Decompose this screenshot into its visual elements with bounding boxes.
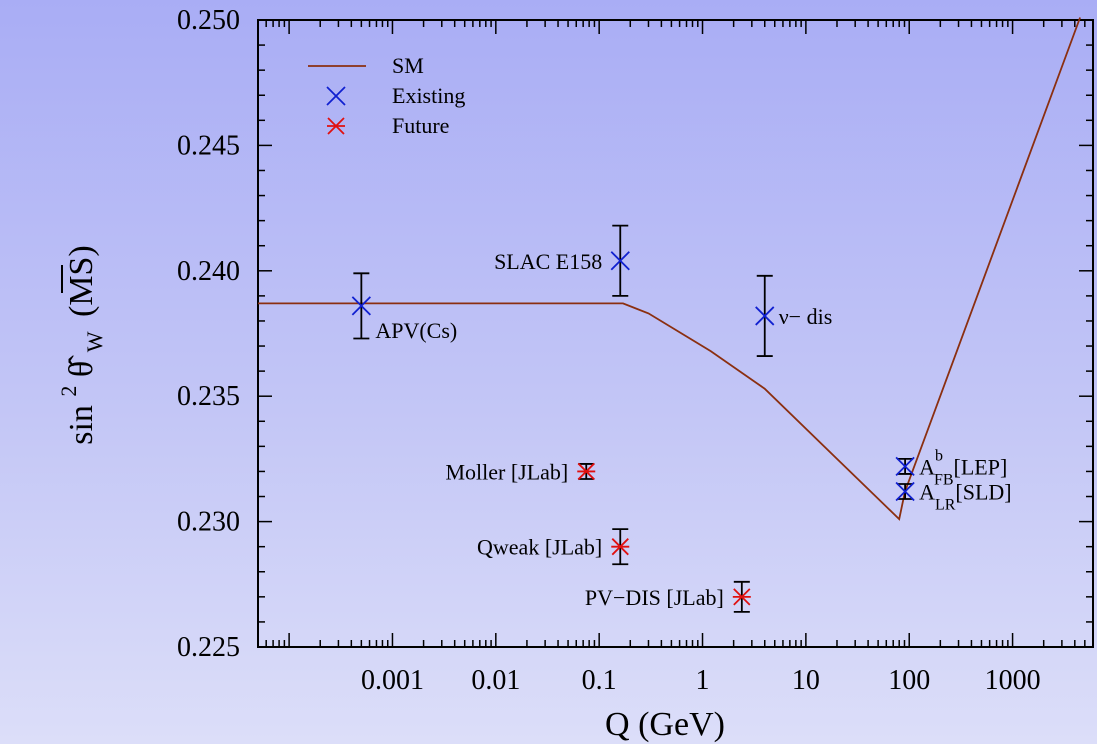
data-point <box>732 580 751 613</box>
point-label-main: A <box>919 480 935 505</box>
legend-label: Existing <box>392 83 465 108</box>
axis-titles: Q (GeV) sin 2 θ̂ W (MS) <box>47 245 725 743</box>
y-tick-label: 0.245 <box>177 130 240 161</box>
point-label: ALR[SLD] <box>919 480 1012 514</box>
x-tick-label: 10 <box>792 665 820 696</box>
point-label: ν− dis <box>779 304 833 329</box>
y-axis-title-scheme: (MS) <box>63 245 100 317</box>
point-label: APV(Cs) <box>375 318 457 343</box>
point-label-main: PV−DIS [JLab] <box>585 585 724 610</box>
y-axis-title: sin 2 θ̂ W (MS) <box>47 245 110 445</box>
marker-x <box>895 481 915 502</box>
x-tick-label: 1000 <box>985 665 1041 696</box>
y-axis-title-sub: W <box>82 331 107 352</box>
x-tick-label: 0.001 <box>361 665 424 696</box>
data-point <box>755 274 775 357</box>
data-point <box>577 462 596 481</box>
legend-item: Future <box>327 113 449 138</box>
y-axis-title-sin: sin <box>63 405 100 445</box>
point-label-suffix: [LEP] <box>954 454 1008 479</box>
data-point <box>611 528 630 566</box>
marker-x <box>610 251 630 271</box>
point-label-main: Qweak [JLab] <box>477 535 602 560</box>
data-point <box>351 272 371 340</box>
point-label-main: APV(Cs) <box>375 318 457 343</box>
svg-text:sin 2 θ̂: sin 2 θ̂ W (MS) <box>47 245 110 445</box>
legend-marker-x <box>326 86 346 106</box>
point-label-main: ν− dis <box>779 304 833 329</box>
legend-item: SM <box>308 53 424 78</box>
point-label: Moller [JLab] <box>445 459 568 484</box>
point-label-main: SLAC E158 <box>494 249 602 274</box>
sm-line <box>258 17 1081 521</box>
data-point <box>895 456 915 477</box>
point-label-sub: LR <box>935 497 956 514</box>
point-label: SLAC E158 <box>494 249 602 274</box>
x-axis-title: Q (GeV) <box>605 706 725 743</box>
x-tick-label: 0.1 <box>582 665 617 696</box>
sm-curve <box>258 17 1081 521</box>
x-tick-label: 100 <box>888 665 930 696</box>
marker-x <box>895 456 915 477</box>
legend-label: SM <box>392 53 424 78</box>
plot-frame <box>257 19 1094 648</box>
x-tick-label: 1 <box>696 665 710 696</box>
y-tick-label: 0.225 <box>177 632 240 663</box>
data-points <box>351 224 915 613</box>
y-tick-label: 0.230 <box>177 507 240 538</box>
point-label-sub: FB <box>934 471 954 488</box>
point-label: Qweak [JLab] <box>477 535 602 560</box>
data-point <box>895 481 915 502</box>
legend: SM Existing Future <box>308 53 465 138</box>
y-tick-label: 0.250 <box>177 5 240 36</box>
y-axis-title-theta: θ̂ <box>63 355 100 377</box>
marker-x <box>351 296 371 316</box>
point-label-main: A <box>919 454 935 479</box>
point-label-main: Moller [JLab] <box>445 459 568 484</box>
y-axis-title-power: 2 <box>56 386 81 397</box>
point-label-sup: b <box>935 447 943 464</box>
y-tick-label: 0.235 <box>177 381 240 412</box>
data-point <box>610 224 630 297</box>
marker-x <box>755 306 775 326</box>
y-tick-label: 0.240 <box>177 256 240 287</box>
legend-label: Future <box>392 113 449 138</box>
point-label: Ab FB[LEP] <box>919 447 1007 488</box>
legend-item: Existing <box>326 83 465 108</box>
tick-labels: 0.001 0.01 0.1 1 10 100 1000 0.225 0.230 0.235 0.2… <box>177 5 1041 696</box>
point-label: PV−DIS [JLab] <box>585 585 724 610</box>
x-tick-label: 0.01 <box>471 665 520 696</box>
point-label-suffix: [SLD] <box>955 480 1011 505</box>
